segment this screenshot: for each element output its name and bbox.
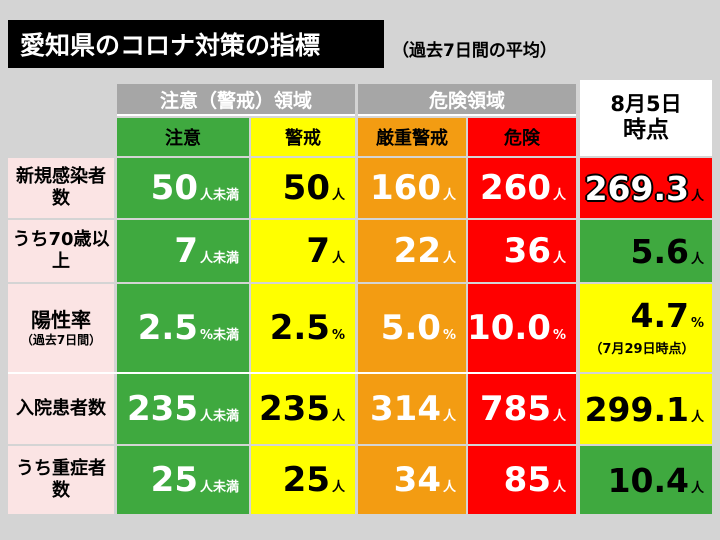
row-label-hospitalized: 入院患者数 [8, 374, 114, 444]
page-title: 愛知県のコロナ対策の指標 [8, 20, 384, 68]
cell-hospitalized-severe: 314 人 [358, 374, 466, 444]
value-num: 235 [127, 389, 198, 429]
value-unit: 人未満 [199, 188, 239, 203]
group-header-caution: 注意（警戒）領域 [117, 84, 355, 116]
row-label-positivity-text: 陽性率 [31, 308, 91, 332]
cell-new-cases-danger: 260 人 [468, 158, 576, 218]
current-date-header: 8月5日 時点 [580, 80, 712, 156]
current-value-unit: 人 [690, 409, 704, 425]
current-positivity: 4.7% （7月29日時点） [580, 284, 712, 372]
current-value-unit: 人 [690, 251, 704, 267]
value-unit: 人 [331, 251, 345, 266]
value-unit: % [442, 328, 456, 343]
row-label-severe: うち重症者数 [8, 446, 114, 514]
value-num: 235 [259, 389, 330, 429]
value-num: 34 [393, 460, 441, 500]
value-num: 25 [150, 460, 198, 500]
current-value-unit: 人 [690, 480, 704, 496]
column-header-warning: 警戒 [251, 118, 355, 156]
value-unit: 人 [331, 188, 345, 203]
current-severe: 10.4 人 [580, 446, 712, 514]
row-label-over70: うち70歳以上 [8, 220, 114, 282]
value-num: 25 [282, 460, 330, 500]
cell-severe-danger: 85 人 [468, 446, 576, 514]
cell-over70-severe: 22 人 [358, 220, 466, 282]
current-hospitalized: 299.1 人 [580, 374, 712, 444]
cell-over70-caution: 7 人未満 [117, 220, 249, 282]
cell-positivity-danger: 10.0% [467, 284, 576, 372]
row-label-positivity: 陽性率 （過去7日間） [8, 284, 114, 372]
current-over70: 5.6 人 [580, 220, 712, 282]
cell-hospitalized-danger: 785 人 [468, 374, 576, 444]
cell-hospitalized-warning: 235 人 [251, 374, 355, 444]
value-num: 5.0 [380, 308, 441, 348]
value-num: 314 [370, 389, 441, 429]
cell-new-cases-severe: 160 人 [358, 158, 466, 218]
cell-over70-danger: 36 人 [468, 220, 576, 282]
value-unit: 人 [331, 480, 345, 495]
value-unit: 人未満 [199, 251, 239, 266]
current-positivity-note: （7月29日時点） [589, 342, 695, 357]
cell-positivity-caution: 2.5 %未満 [117, 284, 249, 372]
value-num: 85 [503, 460, 551, 500]
value-num: 7 [306, 231, 330, 271]
value-unit: 人 [552, 251, 566, 266]
value-num: 2.5 [269, 308, 330, 348]
value-unit: 人 [331, 409, 345, 424]
value-unit: 人 [442, 188, 456, 203]
value-unit: 人 [442, 251, 456, 266]
page-title-text: 愛知県のコロナ対策の指標 [20, 31, 321, 60]
value-unit: 人 [442, 409, 456, 424]
column-header-caution: 注意 [117, 118, 249, 156]
value-num: 22 [393, 231, 441, 271]
value-num: 10.0 [467, 308, 551, 348]
cell-positivity-severe: 5.0% [358, 284, 466, 372]
cell-severe-severe: 34 人 [358, 446, 466, 514]
cell-hospitalized-caution: 235 人未満 [117, 374, 249, 444]
value-unit: 人未満 [199, 409, 239, 424]
group-header-danger: 危険領域 [358, 84, 576, 116]
current-value-unit: 人 [690, 188, 704, 204]
row-divider [8, 372, 576, 374]
cell-severe-warning: 25 人 [251, 446, 355, 514]
value-num: 2.5 [137, 308, 198, 348]
value-num: 260 [480, 168, 551, 208]
value-unit: 人 [442, 480, 456, 495]
value-unit: 人 [552, 188, 566, 203]
current-value-unit: % [690, 316, 704, 331]
current-date-suffix: 時点 [623, 116, 669, 143]
value-num: 50 [150, 168, 198, 208]
value-unit: 人未満 [199, 480, 239, 495]
current-value-num: 10.4 [607, 460, 689, 500]
current-new-cases: 269.3 人 [580, 158, 712, 218]
cell-new-cases-caution: 50 人未満 [117, 158, 249, 218]
value-num: 36 [503, 231, 551, 271]
row-label-positivity-sub: （過去7日間） [20, 333, 102, 347]
value-unit: % [552, 328, 566, 343]
cell-severe-caution: 25 人未満 [117, 446, 249, 514]
column-header-danger: 危険 [468, 118, 576, 156]
current-value-num: 269.3 [584, 168, 689, 208]
value-num: 50 [282, 168, 330, 208]
value-num: 160 [370, 168, 441, 208]
current-value-num: 5.6 [630, 231, 689, 271]
value-unit: % [331, 328, 345, 343]
value-unit: %未満 [199, 328, 239, 343]
value-num: 7 [174, 231, 198, 271]
value-num: 785 [480, 389, 551, 429]
cell-new-cases-warning: 50 人 [251, 158, 355, 218]
column-header-severe: 厳重警戒 [358, 118, 466, 156]
value-unit: 人 [552, 409, 566, 424]
page-subtitle: （過去7日間の平均） [392, 41, 557, 61]
current-date: 8月5日 [610, 91, 682, 116]
current-value-num: 299.1 [584, 389, 689, 429]
row-label-new-cases: 新規感染者数 [8, 158, 114, 218]
value-unit: 人 [552, 480, 566, 495]
current-value-num: 4.7 [630, 296, 689, 335]
cell-positivity-warning: 2.5% [251, 284, 355, 372]
